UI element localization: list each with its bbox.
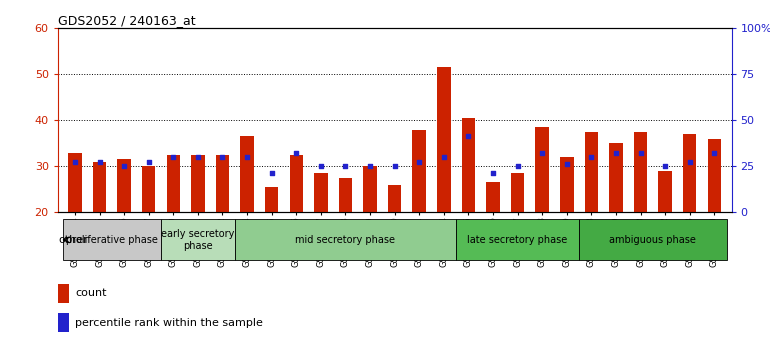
Point: [561, 161, 573, 167]
Point: [290, 150, 303, 155]
Bar: [658, 171, 672, 212]
Bar: [191, 155, 205, 212]
Point: [610, 150, 622, 155]
Bar: [437, 67, 450, 212]
Text: percentile rank within the sample: percentile rank within the sample: [75, 318, 263, 328]
Bar: [535, 127, 549, 212]
Text: mid secretory phase: mid secretory phase: [296, 235, 396, 245]
Point: [708, 150, 721, 155]
Text: proliferative phase: proliferative phase: [66, 235, 158, 245]
Bar: [413, 130, 426, 212]
Bar: [69, 153, 82, 212]
Point: [241, 154, 253, 160]
Point: [437, 154, 450, 160]
Point: [487, 171, 499, 176]
Bar: [58, 313, 69, 332]
Point: [364, 164, 377, 169]
Point: [315, 164, 327, 169]
Bar: [462, 118, 475, 212]
Bar: [388, 185, 401, 212]
Point: [167, 154, 179, 160]
Text: GDS2052 / 240163_at: GDS2052 / 240163_at: [58, 14, 196, 27]
Bar: [117, 159, 131, 212]
Bar: [579, 219, 727, 260]
Bar: [62, 219, 161, 260]
Point: [266, 171, 278, 176]
Text: ambiguous phase: ambiguous phase: [609, 235, 696, 245]
Bar: [290, 155, 303, 212]
Point: [69, 159, 81, 165]
Bar: [560, 157, 574, 212]
Point: [684, 159, 696, 165]
Text: late secretory phase: late secretory phase: [467, 235, 567, 245]
Point: [142, 159, 155, 165]
Point: [462, 133, 474, 139]
Text: early secretory
phase: early secretory phase: [161, 229, 235, 251]
Text: count: count: [75, 288, 106, 298]
Point: [340, 164, 352, 169]
Point: [634, 150, 647, 155]
Point: [511, 164, 524, 169]
Bar: [235, 219, 456, 260]
Bar: [456, 219, 579, 260]
Bar: [486, 182, 500, 212]
Bar: [216, 155, 229, 212]
Bar: [166, 155, 180, 212]
Bar: [683, 134, 696, 212]
Point: [388, 164, 400, 169]
Point: [585, 154, 598, 160]
Point: [192, 154, 204, 160]
Bar: [58, 284, 69, 303]
Bar: [584, 132, 598, 212]
Bar: [142, 166, 156, 212]
Point: [118, 164, 130, 169]
Text: other: other: [59, 235, 89, 245]
Point: [413, 159, 425, 165]
Bar: [609, 143, 623, 212]
Bar: [339, 178, 352, 212]
Bar: [708, 139, 721, 212]
Point: [536, 150, 548, 155]
Bar: [363, 166, 377, 212]
Bar: [314, 173, 327, 212]
Bar: [634, 132, 648, 212]
Bar: [240, 136, 254, 212]
Bar: [511, 173, 524, 212]
Bar: [93, 162, 106, 212]
Point: [659, 164, 671, 169]
Bar: [265, 187, 279, 212]
Point: [216, 154, 229, 160]
Point: [93, 159, 105, 165]
Bar: [161, 219, 235, 260]
